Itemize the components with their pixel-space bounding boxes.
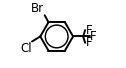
Text: Cl: Cl (20, 42, 32, 55)
Text: F: F (85, 24, 92, 37)
Text: F: F (90, 30, 96, 43)
Text: Br: Br (31, 2, 44, 15)
Text: F: F (85, 36, 92, 49)
